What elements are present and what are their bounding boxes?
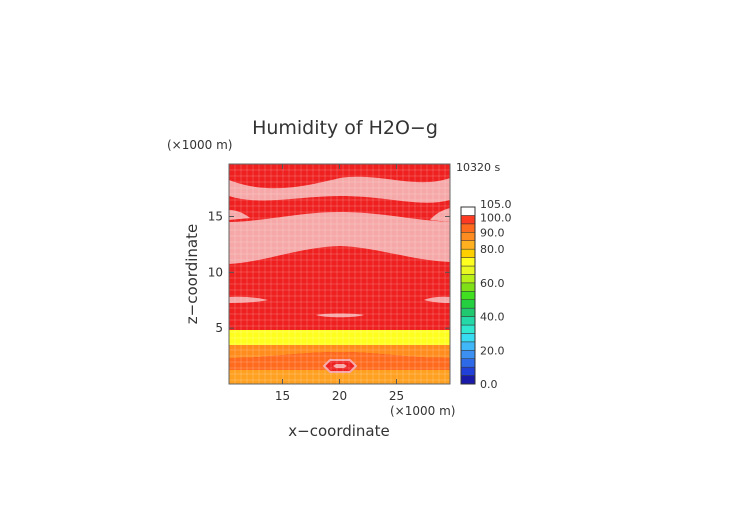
time-label: 10320 s bbox=[456, 161, 500, 174]
colorbar-segment bbox=[460, 341, 476, 351]
colorbar-segment bbox=[460, 206, 476, 216]
colorbar-segment bbox=[460, 366, 476, 376]
y-tick-label: 5 bbox=[215, 321, 223, 335]
x-ticks: 15 20 25 bbox=[275, 164, 404, 403]
region-pink-top bbox=[229, 176, 450, 203]
colorbar-segment bbox=[460, 375, 476, 385]
colorbar-tick-label: 60.0 bbox=[480, 277, 505, 290]
colorbar-segment bbox=[460, 215, 476, 225]
region-orange-lower bbox=[229, 370, 450, 384]
colorbar-tick-label: 0.0 bbox=[480, 378, 498, 391]
colorbar-segment bbox=[460, 333, 476, 343]
region-pink-main bbox=[229, 212, 450, 264]
y-axis-unit: (×1000 m) bbox=[167, 138, 232, 152]
colorbar-tick-label: 105.0 bbox=[480, 198, 512, 211]
colorbar-segment bbox=[460, 307, 476, 317]
region-pink-right-blob bbox=[424, 296, 450, 303]
region-yellow-band bbox=[229, 330, 450, 345]
region-pink-left-tip bbox=[229, 210, 250, 220]
colorbar-segment bbox=[460, 350, 476, 359]
y-tick-label: 10 bbox=[208, 265, 223, 279]
colorbar-tick-label: 90.0 bbox=[480, 226, 505, 239]
colorbar-segment bbox=[460, 257, 476, 267]
colorbar-segment bbox=[460, 316, 476, 326]
colorbar-segment bbox=[460, 223, 476, 233]
y-tick-label: 15 bbox=[208, 209, 223, 223]
x-axis-label: x−coordinate bbox=[288, 422, 389, 440]
x-tick-label: 25 bbox=[389, 389, 404, 403]
region-pink-left-blob bbox=[229, 296, 268, 303]
colorbar-tick-label: 100.0 bbox=[480, 211, 512, 224]
colorbar-segment bbox=[460, 265, 476, 275]
x-tick-label: 15 bbox=[275, 389, 290, 403]
region-hexagon-core bbox=[333, 364, 347, 368]
grid-lines bbox=[229, 164, 450, 384]
colorbar-segment bbox=[460, 240, 476, 250]
y-ticks: 5 10 15 bbox=[208, 209, 450, 335]
region-pink-right-tip bbox=[430, 208, 450, 222]
colorbar-segment bbox=[460, 299, 476, 309]
colorbar-segment bbox=[460, 232, 476, 241]
colorbar-segment bbox=[460, 274, 476, 284]
colorbar-segment bbox=[460, 358, 476, 368]
y-axis-label: z−coordinate bbox=[183, 224, 201, 324]
region-orange-band bbox=[229, 345, 450, 358]
region-pink-center-blob bbox=[316, 313, 364, 318]
plot-area bbox=[229, 164, 450, 384]
colorbar-segment bbox=[460, 248, 476, 258]
chart-title: Humidity of H2O−g bbox=[252, 117, 438, 139]
colorbar-tick-label: 80.0 bbox=[480, 243, 505, 256]
colorbar-frame bbox=[460, 206, 476, 385]
x-tick-label: 20 bbox=[332, 389, 347, 403]
colorbar-segment bbox=[460, 282, 476, 292]
colorbar-segment bbox=[460, 324, 476, 334]
colorbar-tick-label: 20.0 bbox=[480, 344, 505, 357]
x-axis-unit: (×1000 m) bbox=[390, 404, 455, 418]
colorbar-tick-label: 40.0 bbox=[480, 311, 505, 324]
colorbar-segment bbox=[460, 291, 476, 300]
